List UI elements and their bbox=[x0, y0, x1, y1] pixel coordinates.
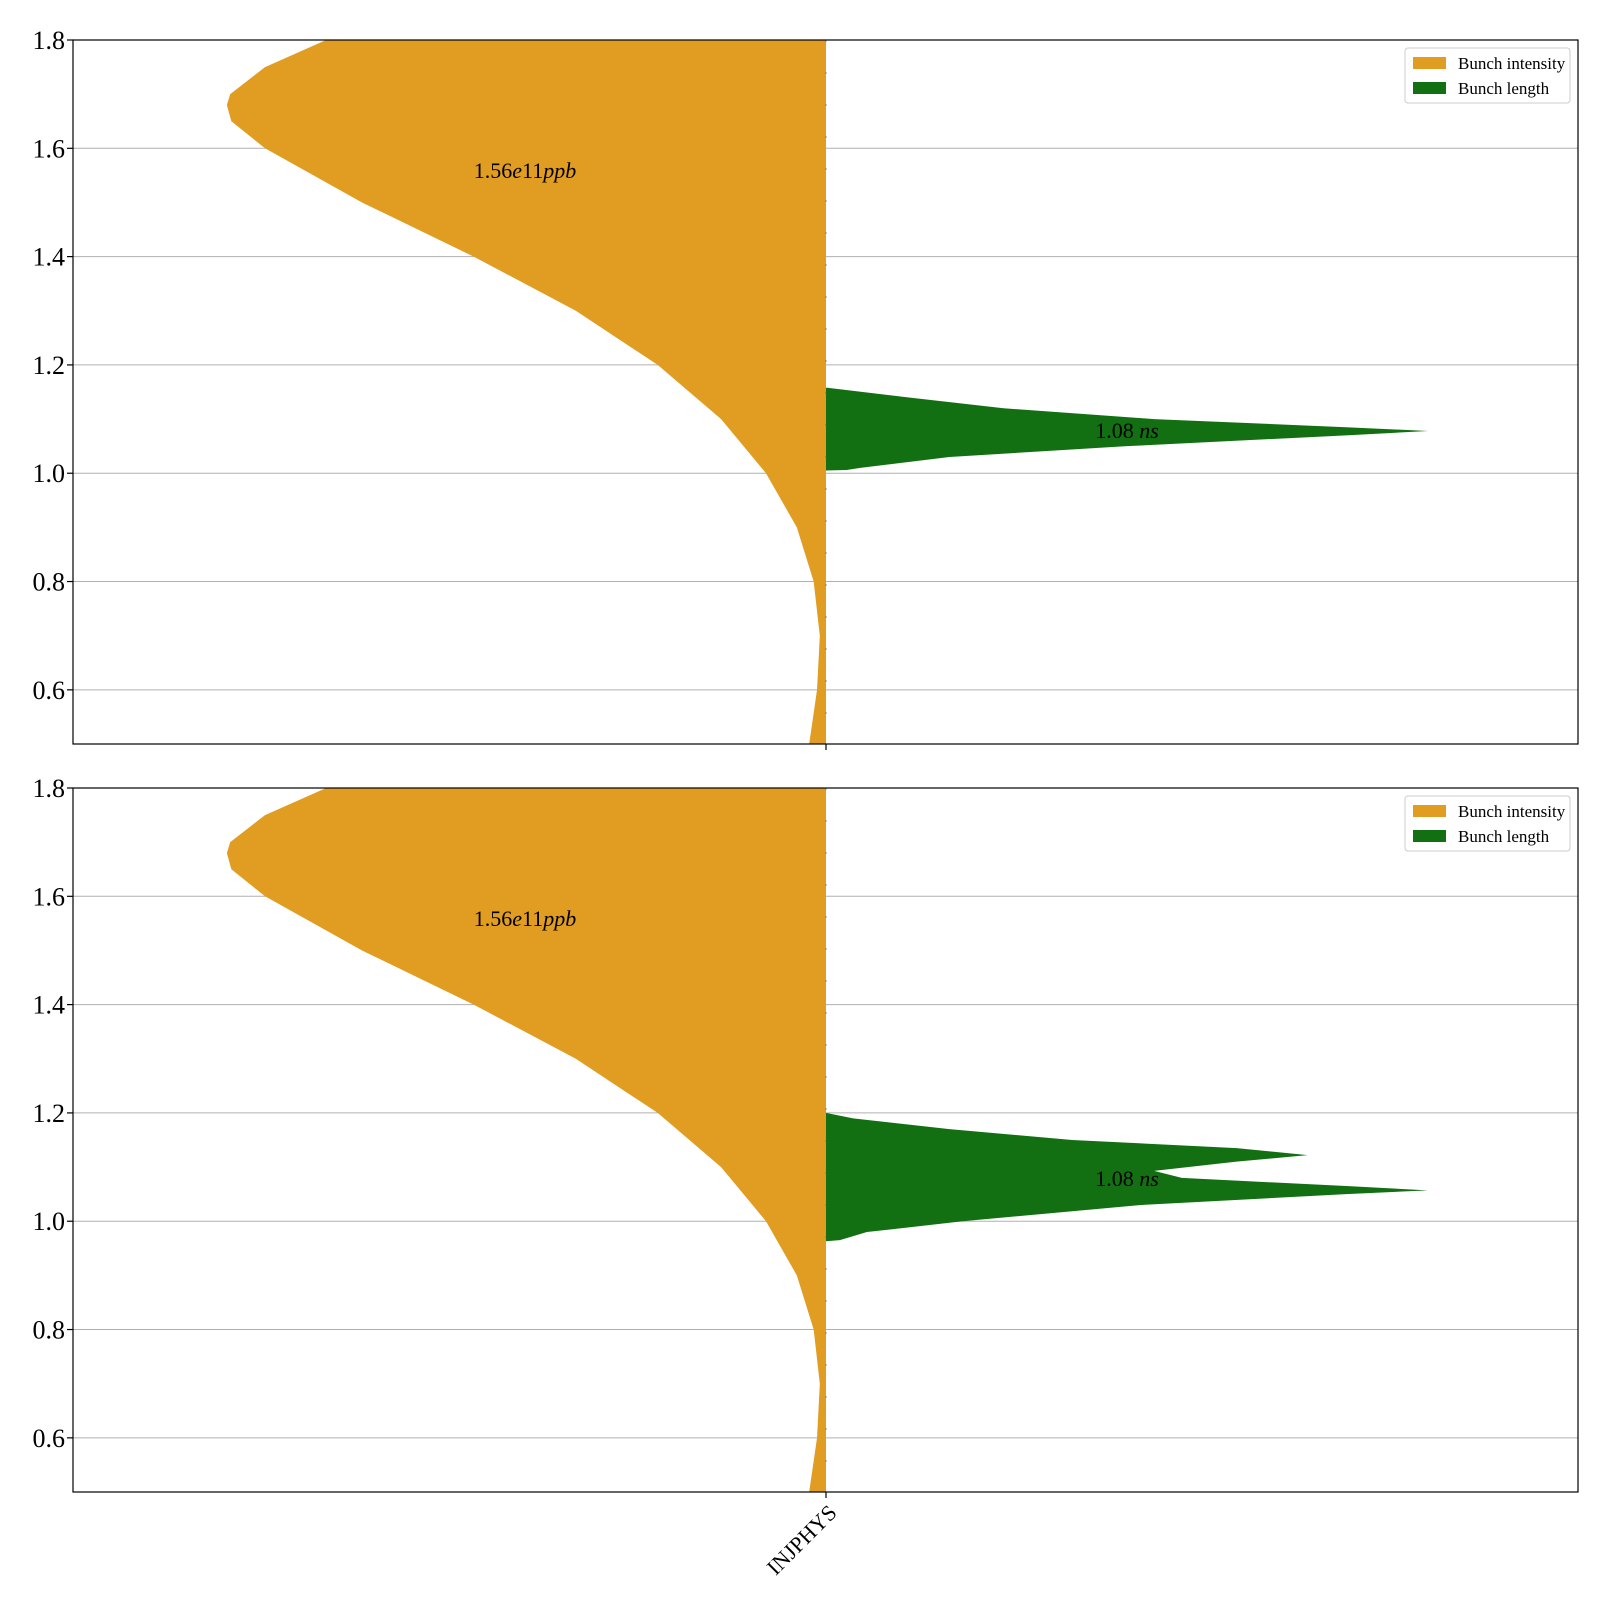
panel-bottom: 1.56e11ppb 1.08 ns 0.6 0.8 1.0 1.2 1.4 1.6 1.8 IN… bbox=[33, 774, 1579, 1580]
legend: Bunch intensity Bunch length bbox=[1404, 795, 1571, 852]
ytick-label: 0.6 bbox=[33, 1424, 66, 1453]
ytick-label: 1.0 bbox=[33, 459, 66, 488]
violin-bunch-intensity bbox=[226, 788, 827, 1492]
violin-bunch-intensity bbox=[226, 40, 827, 744]
intensity-mean-label: 1.56e11ppb bbox=[474, 158, 576, 183]
xtick-label: INJPHYS bbox=[762, 1500, 842, 1580]
legend-swatch bbox=[1413, 82, 1446, 94]
ytick-label: 0.8 bbox=[33, 568, 66, 597]
length-mean-label: 1.08 ns bbox=[1095, 418, 1159, 443]
panel-top: 1.56e11ppb 1.08 ns 0.6 0.8 1.0 1.2 1.4 1.6 1.8 Bu… bbox=[33, 26, 1579, 750]
ytick-label: 0.6 bbox=[33, 676, 66, 705]
ytick-label: 1.6 bbox=[33, 134, 66, 163]
ytick-label: 1.8 bbox=[33, 774, 66, 803]
length-mean-label: 1.08 ns bbox=[1095, 1166, 1159, 1191]
legend-frame bbox=[1404, 47, 1571, 104]
legend-label: Bunch intensity bbox=[1458, 802, 1566, 821]
legend: Bunch intensity Bunch length bbox=[1404, 47, 1571, 104]
legend-frame bbox=[1404, 795, 1571, 852]
legend-label: Bunch length bbox=[1458, 79, 1550, 98]
legend-label: Bunch length bbox=[1458, 827, 1550, 846]
ytick-label: 1.2 bbox=[33, 1099, 66, 1128]
intensity-mean-label: 1.56e11ppb bbox=[474, 906, 576, 931]
ytick-label: 1.2 bbox=[33, 351, 66, 380]
violin-group bbox=[226, 788, 1428, 1492]
legend-swatch bbox=[1413, 830, 1446, 842]
legend-swatch bbox=[1413, 805, 1446, 817]
violin-group bbox=[226, 40, 1428, 744]
ytick-label: 1.4 bbox=[33, 991, 66, 1020]
ytick-label: 1.0 bbox=[33, 1207, 66, 1236]
violin-bunch-length bbox=[826, 1112, 1428, 1242]
legend-swatch bbox=[1413, 57, 1446, 69]
ytick-label: 1.8 bbox=[33, 26, 66, 55]
violin-bunch-length bbox=[826, 387, 1428, 471]
ytick-label: 1.6 bbox=[33, 882, 66, 911]
ytick-label: 0.8 bbox=[33, 1316, 66, 1345]
legend-label: Bunch intensity bbox=[1458, 54, 1566, 73]
ytick-label: 1.4 bbox=[33, 243, 66, 272]
